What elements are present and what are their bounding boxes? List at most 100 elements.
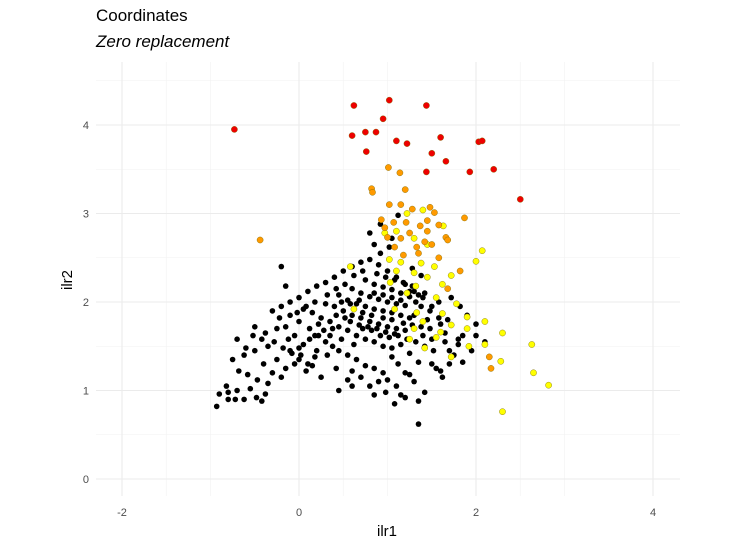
point-black xyxy=(444,316,451,323)
point-black xyxy=(312,299,318,305)
point-yellow xyxy=(350,305,358,313)
point-black xyxy=(254,377,261,383)
point-black xyxy=(384,377,391,383)
point-black xyxy=(303,368,309,374)
point-black xyxy=(359,325,366,332)
point-yellow xyxy=(499,329,506,337)
point-black xyxy=(315,321,322,327)
point-orange xyxy=(485,353,493,361)
point-black xyxy=(371,339,378,345)
point-black xyxy=(362,303,369,310)
point-black xyxy=(322,279,329,286)
point-black xyxy=(306,336,313,343)
point-black xyxy=(318,374,324,381)
point-yellow xyxy=(478,247,486,254)
point-black xyxy=(420,294,426,301)
point-yellow xyxy=(423,273,431,281)
point-orange xyxy=(444,285,452,293)
point-black xyxy=(236,368,242,374)
point-black xyxy=(265,380,271,387)
point-black xyxy=(298,352,304,358)
point-black xyxy=(296,318,302,325)
point-black xyxy=(389,294,395,301)
point-yellow xyxy=(391,305,398,313)
point-black xyxy=(406,371,413,378)
point-yellow xyxy=(545,381,552,389)
point-yellow xyxy=(447,272,455,279)
point-black xyxy=(395,361,401,367)
point-black xyxy=(374,325,380,332)
point-orange xyxy=(435,254,443,262)
point-yellow xyxy=(472,257,480,265)
point-black xyxy=(269,308,276,314)
point-black xyxy=(333,365,340,372)
point-orange xyxy=(444,236,452,244)
point-yellow xyxy=(393,267,400,275)
point-black xyxy=(313,347,320,354)
point-red xyxy=(423,168,430,176)
point-black xyxy=(427,325,433,332)
point-black xyxy=(291,361,298,367)
point-yellow xyxy=(397,258,405,266)
data-points xyxy=(213,96,552,427)
point-black xyxy=(296,345,302,351)
point-black xyxy=(439,374,446,381)
point-black xyxy=(371,241,378,248)
point-black xyxy=(402,327,409,334)
point-black xyxy=(312,354,318,360)
point-black xyxy=(260,361,267,367)
point-black xyxy=(446,347,453,354)
point-black xyxy=(413,339,419,345)
point-black xyxy=(349,312,355,319)
point-orange xyxy=(402,219,410,226)
point-yellow xyxy=(481,341,489,348)
point-red xyxy=(350,102,358,109)
point-black xyxy=(324,352,331,358)
point-yellow xyxy=(447,353,455,361)
point-black xyxy=(442,339,448,345)
point-black xyxy=(351,272,357,279)
point-black xyxy=(402,370,409,376)
point-orange xyxy=(381,224,389,231)
point-yellow xyxy=(417,259,425,267)
point-black xyxy=(380,292,386,298)
point-black xyxy=(420,332,426,339)
point-black xyxy=(367,293,373,300)
point-black xyxy=(232,396,239,403)
point-black xyxy=(269,370,276,376)
point-black xyxy=(305,361,311,367)
x-axis-title: ilr1 xyxy=(377,523,397,540)
point-black xyxy=(427,308,433,314)
point-orange xyxy=(385,164,392,171)
point-black xyxy=(382,274,389,281)
point-yellow xyxy=(403,210,411,217)
point-black xyxy=(300,341,307,348)
point-black xyxy=(340,268,347,274)
point-black xyxy=(391,401,398,407)
point-red xyxy=(517,195,524,203)
point-black xyxy=(365,324,371,330)
point-black xyxy=(400,279,407,286)
point-black xyxy=(344,327,351,334)
point-orange xyxy=(256,236,264,244)
point-orange xyxy=(397,201,405,208)
point-yellow xyxy=(530,369,537,377)
point-black xyxy=(362,336,369,343)
point-black xyxy=(359,309,366,316)
point-black xyxy=(349,383,355,389)
point-yellow xyxy=(419,318,427,325)
point-black xyxy=(216,391,223,397)
point-black xyxy=(234,387,240,394)
point-black xyxy=(459,359,466,366)
point-black xyxy=(398,290,404,296)
point-yellow xyxy=(410,234,418,242)
point-black xyxy=(356,297,363,304)
point-orange xyxy=(401,186,409,193)
point-black xyxy=(321,327,327,334)
point-black xyxy=(380,315,386,321)
point-black xyxy=(389,354,395,360)
point-yellow xyxy=(393,227,400,235)
point-black xyxy=(384,324,391,330)
point-black xyxy=(333,285,340,292)
